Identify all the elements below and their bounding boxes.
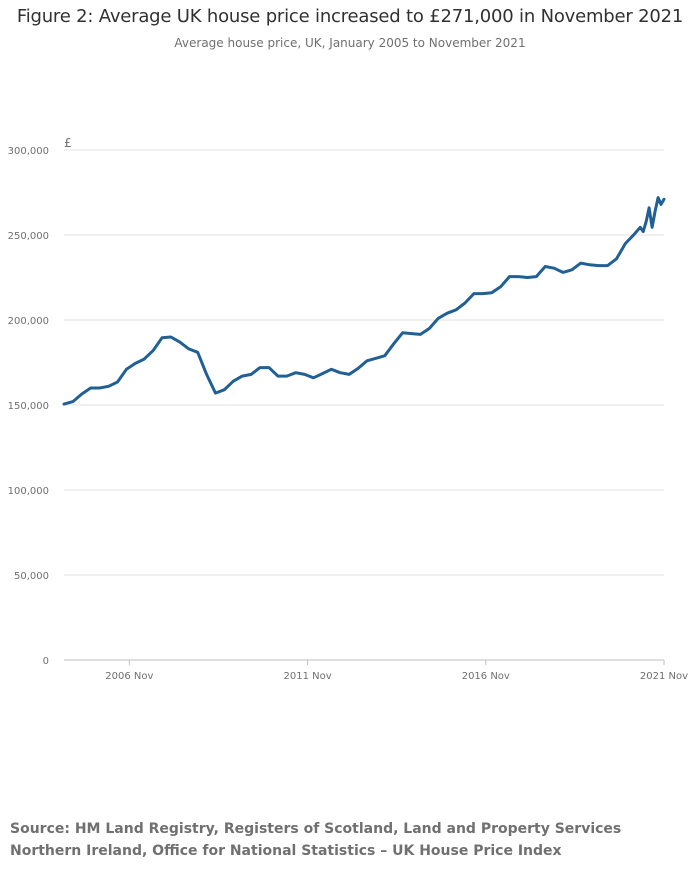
y-axis: 0 50,000 100,000 150,000 200,000 250,000 300,0…: [8, 136, 72, 667]
series-line-average-house-price: [62, 196, 666, 406]
x-tick-label: 2011 Nov: [283, 671, 331, 682]
y-tick-label: 200,000: [8, 316, 49, 327]
series-layer: [62, 196, 666, 406]
line-chart: 0 50,000 100,000 150,000 200,000 250,000 300,0…: [8, 136, 689, 682]
x-tick-label: 2021 Nov: [640, 671, 688, 682]
y-tick-label: 100,000: [8, 486, 49, 497]
source-note: Source: HM Land Registry, Registers of S…: [10, 821, 622, 859]
chart-title: Figure 2: Average UK house price increas…: [16, 6, 684, 27]
x-tick-label: 2006 Nov: [105, 671, 153, 682]
y-tick-label: 0: [43, 656, 49, 667]
x-tick-label: 2016 Nov: [462, 671, 510, 682]
y-axis-label: £: [64, 136, 72, 150]
chart-subtitle: Average house price, UK, January 2005 to…: [174, 36, 526, 50]
x-axis: 2006 Nov 2011 Nov 2016 Nov 2021 Nov: [64, 659, 688, 682]
y-tick-label: 300,000: [8, 146, 49, 157]
y-tick-label: 50,000: [14, 571, 49, 582]
gridlines: [64, 149, 664, 576]
y-tick-label: 150,000: [8, 401, 49, 412]
y-tick-label: 250,000: [8, 231, 49, 242]
